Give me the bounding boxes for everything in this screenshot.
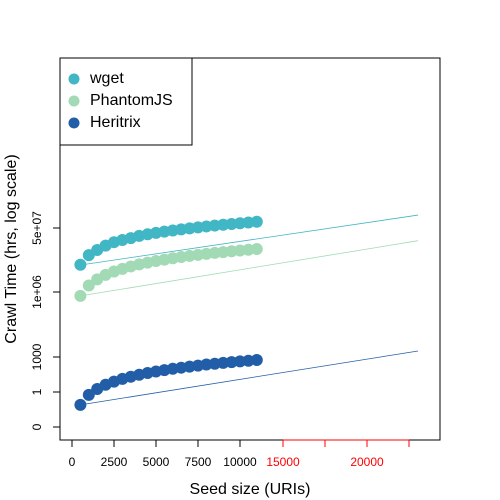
y-tick-label: 5e+07: [30, 211, 44, 245]
y-axis-label: Crawl Time (hrs, log scale): [3, 154, 20, 343]
point: [250, 354, 263, 367]
legend-label: Heritrix: [90, 114, 141, 131]
x-tick-label: 5000: [143, 455, 170, 469]
point: [74, 258, 87, 271]
x2-tick-label: 15000: [266, 455, 300, 469]
x-tick-label: 10000: [223, 455, 257, 469]
legend-marker: [68, 95, 80, 107]
x-tick-label: 2500: [101, 455, 128, 469]
y-tick-label: 1000: [30, 343, 44, 370]
legend-label: wget: [89, 70, 124, 87]
legend-box: [59, 57, 193, 146]
fit-line: [80, 350, 419, 406]
x-tick-label: 0: [69, 455, 76, 469]
y-tick-label: 1e+06: [30, 275, 44, 309]
point: [74, 289, 87, 302]
fit-line: [80, 240, 419, 297]
x-axis-label: Seed size (URIs): [190, 481, 311, 498]
fit-line: [80, 214, 419, 266]
y-tick-label: 0: [30, 423, 44, 430]
plot-frame: [59, 57, 441, 441]
y-tick-label: 1: [30, 388, 44, 395]
point: [250, 243, 263, 256]
x2-tick-label: 20000: [350, 455, 384, 469]
point: [82, 388, 95, 401]
x-tick-label: 7500: [185, 455, 212, 469]
legend-label: PhantomJS: [90, 92, 173, 109]
legend-marker: [68, 73, 80, 85]
legend-marker: [68, 117, 80, 129]
point: [82, 279, 95, 292]
point: [74, 398, 87, 411]
point: [250, 215, 263, 228]
